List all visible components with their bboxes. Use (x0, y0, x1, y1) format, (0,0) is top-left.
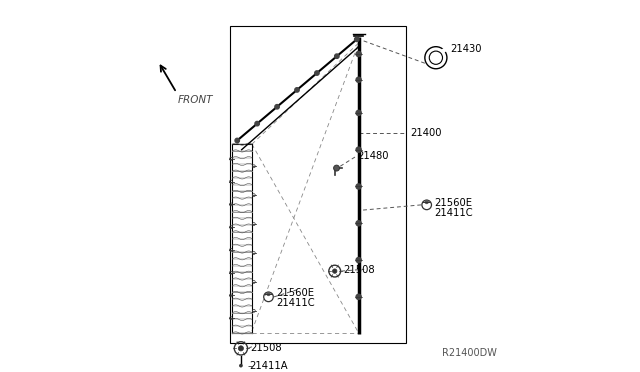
Circle shape (235, 138, 239, 143)
Circle shape (356, 294, 361, 299)
Circle shape (275, 105, 279, 109)
Text: 21560E: 21560E (434, 198, 472, 208)
Circle shape (356, 77, 361, 82)
Circle shape (355, 37, 359, 42)
Text: 21411C: 21411C (434, 208, 473, 218)
Circle shape (356, 221, 361, 226)
Circle shape (356, 110, 361, 115)
Circle shape (356, 184, 361, 189)
Text: 21430: 21430 (451, 44, 482, 54)
Circle shape (424, 200, 429, 204)
Circle shape (333, 165, 339, 171)
Text: 21480: 21480 (356, 151, 388, 161)
Text: 21400: 21400 (410, 128, 442, 138)
Text: 21508: 21508 (343, 265, 374, 275)
Text: 21411C: 21411C (276, 298, 314, 308)
Text: R21400DW: R21400DW (442, 347, 497, 357)
Circle shape (356, 257, 361, 263)
Circle shape (333, 269, 337, 273)
Text: 21560E: 21560E (276, 288, 314, 298)
Circle shape (315, 71, 319, 75)
Circle shape (356, 147, 361, 152)
Circle shape (356, 51, 361, 57)
Circle shape (295, 88, 300, 92)
Text: 21411A: 21411A (249, 360, 287, 371)
Circle shape (335, 54, 339, 58)
Circle shape (255, 121, 259, 126)
Circle shape (266, 292, 271, 296)
Text: 21508: 21508 (250, 343, 282, 353)
Circle shape (239, 364, 243, 368)
Circle shape (238, 346, 243, 351)
Text: FRONT: FRONT (178, 95, 213, 105)
